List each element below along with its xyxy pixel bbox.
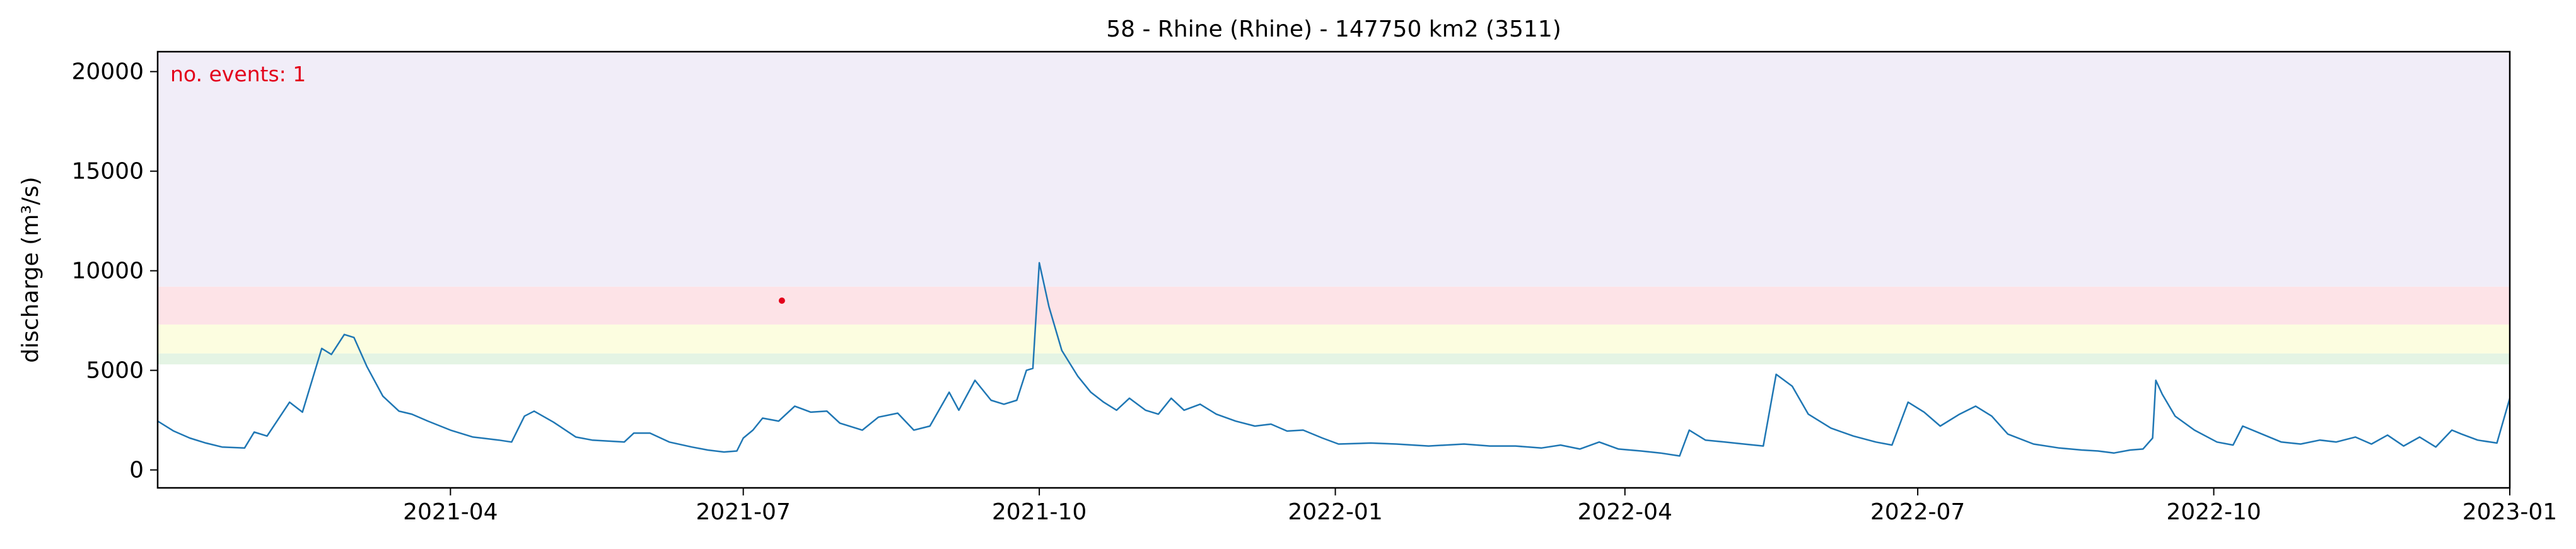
x-axis: 2021-04 2021-07 2021-10 2022-01 2022-04 2022-… bbox=[403, 488, 2557, 525]
threshold-band-2 bbox=[158, 324, 2510, 354]
y-tick-label: 10000 bbox=[71, 258, 144, 284]
threshold-band-4 bbox=[158, 52, 2510, 287]
x-tick-label: 2022-07 bbox=[1870, 499, 1965, 525]
chart-title: 58 - Rhine (Rhine) - 147750 km2 (3511) bbox=[1106, 16, 1561, 42]
y-axis-label: discharge (m³/s) bbox=[18, 176, 44, 362]
x-tick-label: 2021-10 bbox=[992, 499, 1087, 525]
plot-frame bbox=[156, 50, 2511, 489]
threshold-band-1 bbox=[158, 353, 2510, 365]
x-tick-label: 2023-01 bbox=[2462, 499, 2557, 525]
event-marker bbox=[778, 297, 785, 304]
series-group bbox=[157, 262, 2511, 457]
event-markers bbox=[778, 297, 785, 304]
y-tick-label: 20000 bbox=[71, 59, 144, 85]
x-tick-label: 2022-01 bbox=[1288, 499, 1382, 525]
y-axis: 0 5000 10000 15000 20000 bbox=[71, 59, 158, 483]
threshold-band-3 bbox=[158, 286, 2510, 325]
x-tick-label: 2021-07 bbox=[696, 499, 790, 525]
discharge-line bbox=[157, 262, 2511, 457]
y-tick-label: 5000 bbox=[86, 358, 144, 384]
x-tick-label: 2021-04 bbox=[403, 499, 498, 525]
y-tick-label: 0 bbox=[129, 458, 144, 483]
threshold-bands bbox=[158, 52, 2510, 365]
y-tick-label: 15000 bbox=[71, 159, 144, 185]
x-tick-label: 2022-10 bbox=[2166, 499, 2261, 525]
events-count-annotation: no. events: 1 bbox=[170, 62, 306, 86]
x-tick-label: 2022-04 bbox=[1578, 499, 1672, 525]
